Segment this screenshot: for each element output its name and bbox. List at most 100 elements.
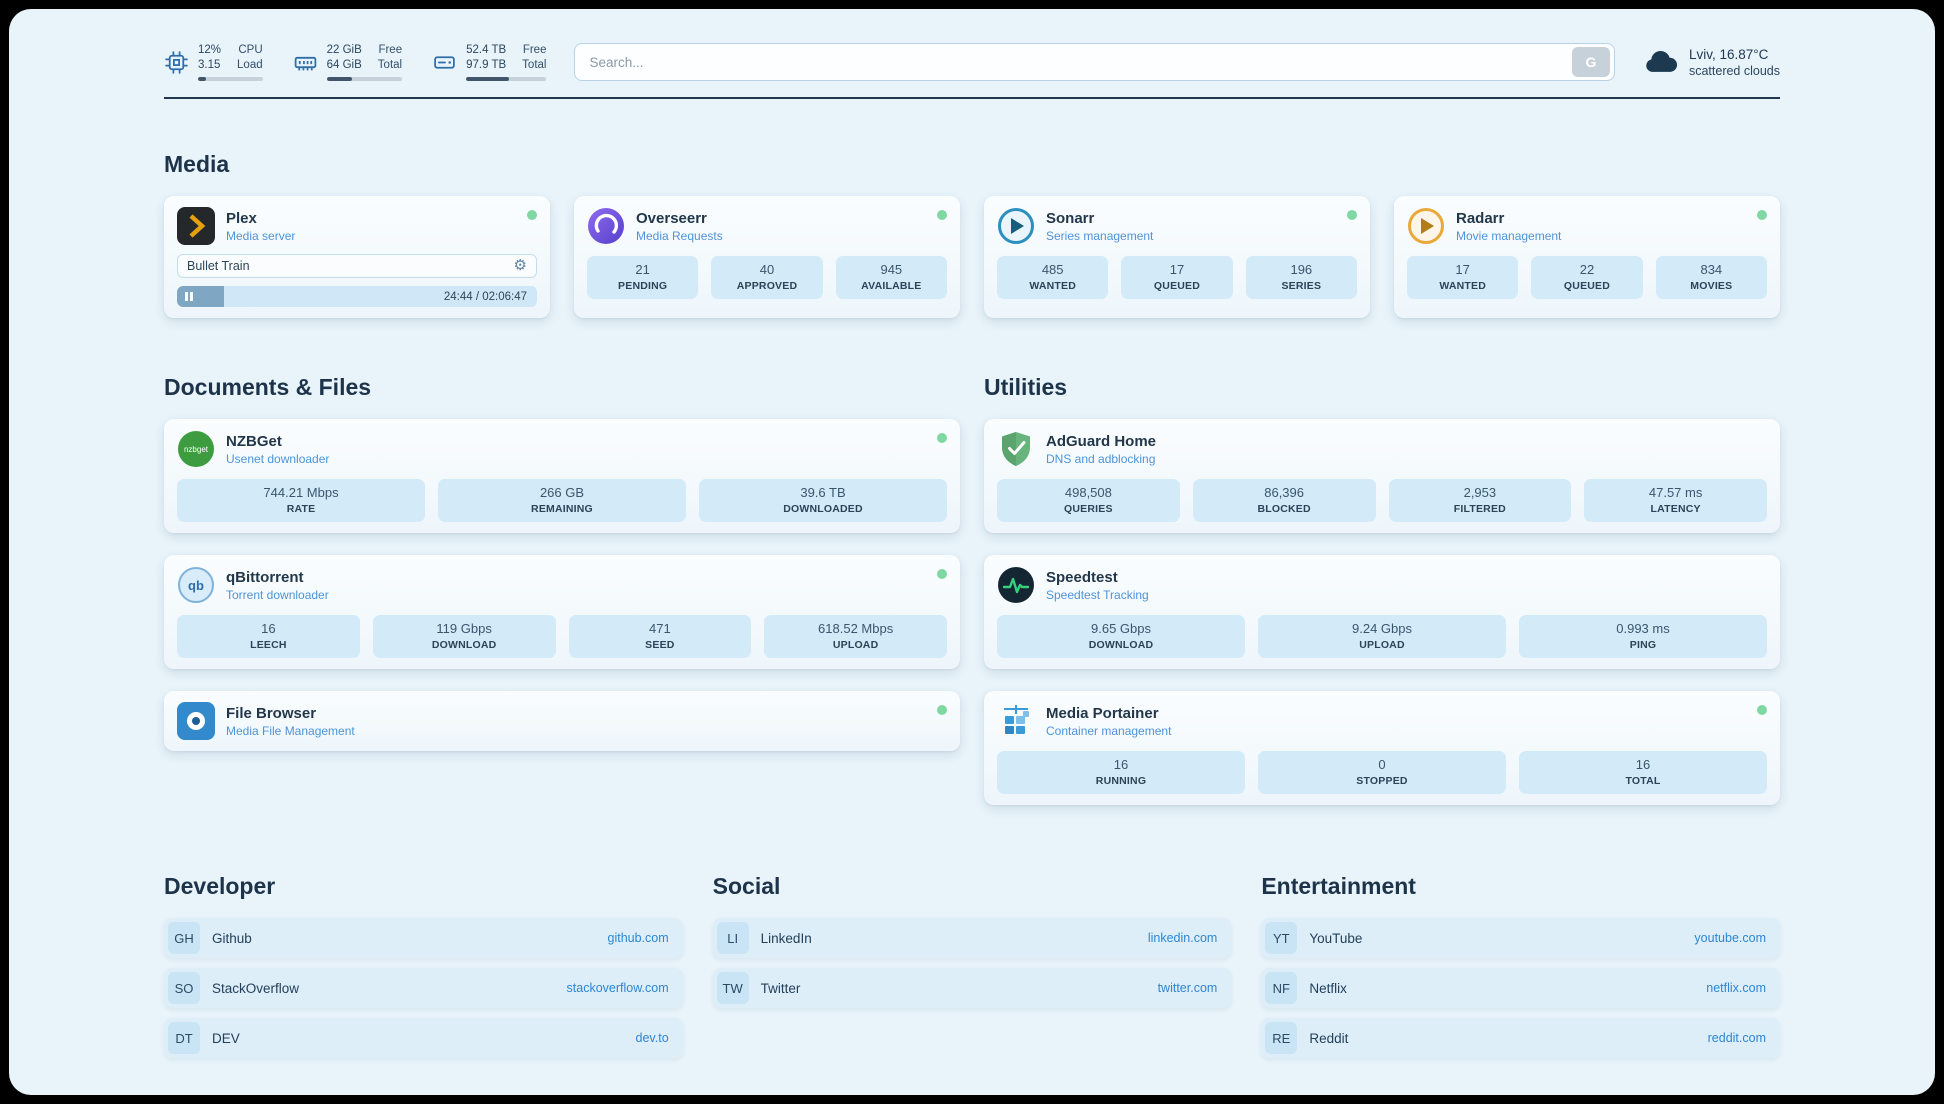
bookmark-dev[interactable]: DT DEV dev.to: [164, 1018, 683, 1058]
search-engine-button[interactable]: G: [1571, 47, 1610, 77]
bookmark-url[interactable]: youtube.com: [1694, 931, 1766, 945]
bookmark-linkedin[interactable]: LI LinkedIn linkedin.com: [712, 918, 1232, 958]
stat-box: 39.6 TB DOWNLOADED: [699, 479, 947, 522]
bookmark-netflix[interactable]: NF Netflix netflix.com: [1261, 968, 1780, 1008]
app-card-overseerr[interactable]: Overseerr Media Requests 21 PENDING 40 A…: [574, 196, 960, 318]
bookmark-abbr: TW: [716, 972, 749, 1004]
pause-icon[interactable]: [185, 292, 193, 301]
bookmark-url[interactable]: stackoverflow.com: [566, 981, 669, 995]
ram-free-value: 22 GiB: [326, 44, 362, 57]
plex-progress-fill: [177, 286, 224, 307]
bookmark-stackoverflow[interactable]: SO StackOverflow stackoverflow.com: [164, 968, 683, 1008]
bookmark-url[interactable]: netflix.com: [1706, 981, 1766, 995]
bookmark-youtube[interactable]: YT YouTube youtube.com: [1261, 918, 1780, 958]
app-card-nzbget[interactable]: nzbget NZBGet Usenet downloader 744.21 M…: [164, 419, 960, 533]
section-title-developer: Developer: [164, 873, 276, 899]
section-title-entertainment: Entertainment: [1261, 873, 1416, 899]
search-bar[interactable]: G: [574, 43, 1615, 81]
svg-text:nzbget: nzbget: [184, 445, 209, 454]
stat-box: 485 WANTED: [997, 256, 1109, 299]
app-card-filebrowser[interactable]: File Browser Media File Management: [164, 691, 960, 751]
stat-box: 744.21 Mbps RATE: [177, 479, 425, 522]
stat-box: 16 RUNNING: [997, 751, 1245, 794]
status-online-dot: [937, 210, 947, 220]
app-subtitle: Usenet downloader: [226, 451, 330, 466]
bookmark-twitter[interactable]: TW Twitter twitter.com: [712, 968, 1232, 1008]
stat-box: 945 AVAILABLE: [835, 256, 947, 299]
bookmark-abbr: SO: [168, 972, 200, 1004]
stat-box: 21 PENDING: [587, 256, 699, 299]
ram-monitor: 22 GiB Free 64 GiB Total: [293, 43, 403, 81]
stat-box: 0 STOPPED: [1258, 751, 1506, 794]
app-subtitle: Series management: [1046, 228, 1154, 243]
weather-widget: Lviv, 16.87°C scattered clouds: [1643, 47, 1780, 78]
disk-progress-fill: [466, 76, 509, 81]
ram-free-label: Free: [378, 44, 403, 57]
bookmark-url[interactable]: twitter.com: [1157, 981, 1218, 995]
app-title: NZBGet: [226, 432, 282, 450]
stat-box: 86,396 BLOCKED: [1192, 479, 1376, 522]
app-card-adguard[interactable]: AdGuard Home DNS and adblocking 498,508 …: [984, 419, 1780, 533]
bookmark-url[interactable]: dev.to: [635, 1031, 669, 1045]
stat-box: 119 Gbps DOWNLOAD: [372, 615, 556, 658]
bookmark-abbr: DT: [168, 1022, 200, 1054]
disk-free-value: 52.4 TB: [466, 44, 507, 57]
section-documents: Documents & Files nzbget NZBGet Usenet d…: [164, 318, 960, 751]
stat-box: 16 TOTAL: [1519, 751, 1767, 794]
stat-box: 618.52 Mbps UPLOAD: [764, 615, 947, 658]
disk-free-label: Free: [522, 44, 547, 57]
app-subtitle: Media File Management: [226, 723, 355, 738]
section-title-utilities: Utilities: [984, 374, 1068, 400]
plex-progress-bar[interactable]: 24:44 / 02:06:47: [177, 286, 537, 307]
svg-text:qb: qb: [188, 578, 204, 593]
settings-gear-icon[interactable]: ⚙: [513, 257, 527, 274]
ram-total-label: Total: [377, 59, 403, 71]
app-subtitle: Media Requests: [636, 228, 723, 243]
status-online-dot: [937, 569, 947, 579]
app-title: Media Portainer: [1046, 704, 1159, 722]
cpu-icon: [164, 50, 189, 75]
app-card-sonarr[interactable]: Sonarr Series management 485 WANTED 17 Q…: [984, 196, 1370, 318]
radarr-icon: [1407, 207, 1445, 245]
stat-box: 0.993 ms PING: [1519, 615, 1767, 658]
app-title: Sonarr: [1046, 209, 1095, 227]
app-subtitle: Movie management: [1456, 228, 1562, 243]
bookmark-name: Netflix: [1309, 980, 1347, 996]
stat-box: 16 LEECH: [177, 615, 360, 658]
system-monitors: 12% CPU 3.15 Load: [164, 43, 547, 81]
stat-box: 40 APPROVED: [711, 256, 823, 299]
bookmark-abbr: NF: [1265, 972, 1298, 1004]
section-social: Social LI LinkedIn linkedin.com TW Twitt…: [712, 873, 1232, 1068]
app-title: Speedtest: [1046, 568, 1118, 586]
search-input[interactable]: [589, 54, 1572, 70]
app-subtitle: Media server: [226, 228, 296, 243]
bookmark-abbr: GH: [168, 922, 200, 954]
cpu-load-label: Load: [237, 59, 263, 71]
now-playing-title: Bullet Train: [187, 258, 250, 273]
app-card-radarr[interactable]: Radarr Movie management 17 WANTED 22 QUE…: [1394, 196, 1780, 318]
app-card-plex[interactable]: Plex Media server Bullet Train ⚙ 24:44 /…: [164, 196, 550, 318]
app-card-qbittorrent[interactable]: qb qBittorrent Torrent downloader 16 LEE…: [164, 555, 960, 669]
bookmark-url[interactable]: linkedin.com: [1147, 931, 1218, 945]
app-card-portainer[interactable]: Media Portainer Container management 16 …: [984, 691, 1780, 805]
cpu-label: CPU: [238, 44, 263, 57]
stat-box: 196 SERIES: [1245, 256, 1357, 299]
topbar-divider: [164, 97, 1780, 99]
section-entertainment: Entertainment YT YouTube youtube.com NF …: [1261, 873, 1780, 1068]
cpu-percent: 12%: [198, 44, 222, 57]
status-online-dot: [1347, 210, 1357, 220]
stat-box: 834 MOVIES: [1655, 256, 1767, 299]
stat-box: 9.24 Gbps UPLOAD: [1258, 615, 1506, 658]
status-online-dot: [527, 210, 537, 220]
topbar: 12% CPU 3.15 Load: [164, 43, 1780, 81]
app-card-speedtest[interactable]: Speedtest Speedtest Tracking 9.65 Gbps D…: [984, 555, 1780, 669]
bookmark-url[interactable]: reddit.com: [1707, 1031, 1766, 1045]
overseerr-icon: [587, 207, 625, 245]
app-title: Plex: [226, 209, 257, 227]
bookmark-github[interactable]: GH Github github.com: [164, 918, 683, 958]
bookmark-reddit[interactable]: RE Reddit reddit.com: [1261, 1018, 1780, 1058]
section-utilities: Utilities AdGuard Home: [984, 318, 1780, 805]
bookmark-url[interactable]: github.com: [607, 931, 669, 945]
disk-progress-bar: [466, 76, 547, 81]
